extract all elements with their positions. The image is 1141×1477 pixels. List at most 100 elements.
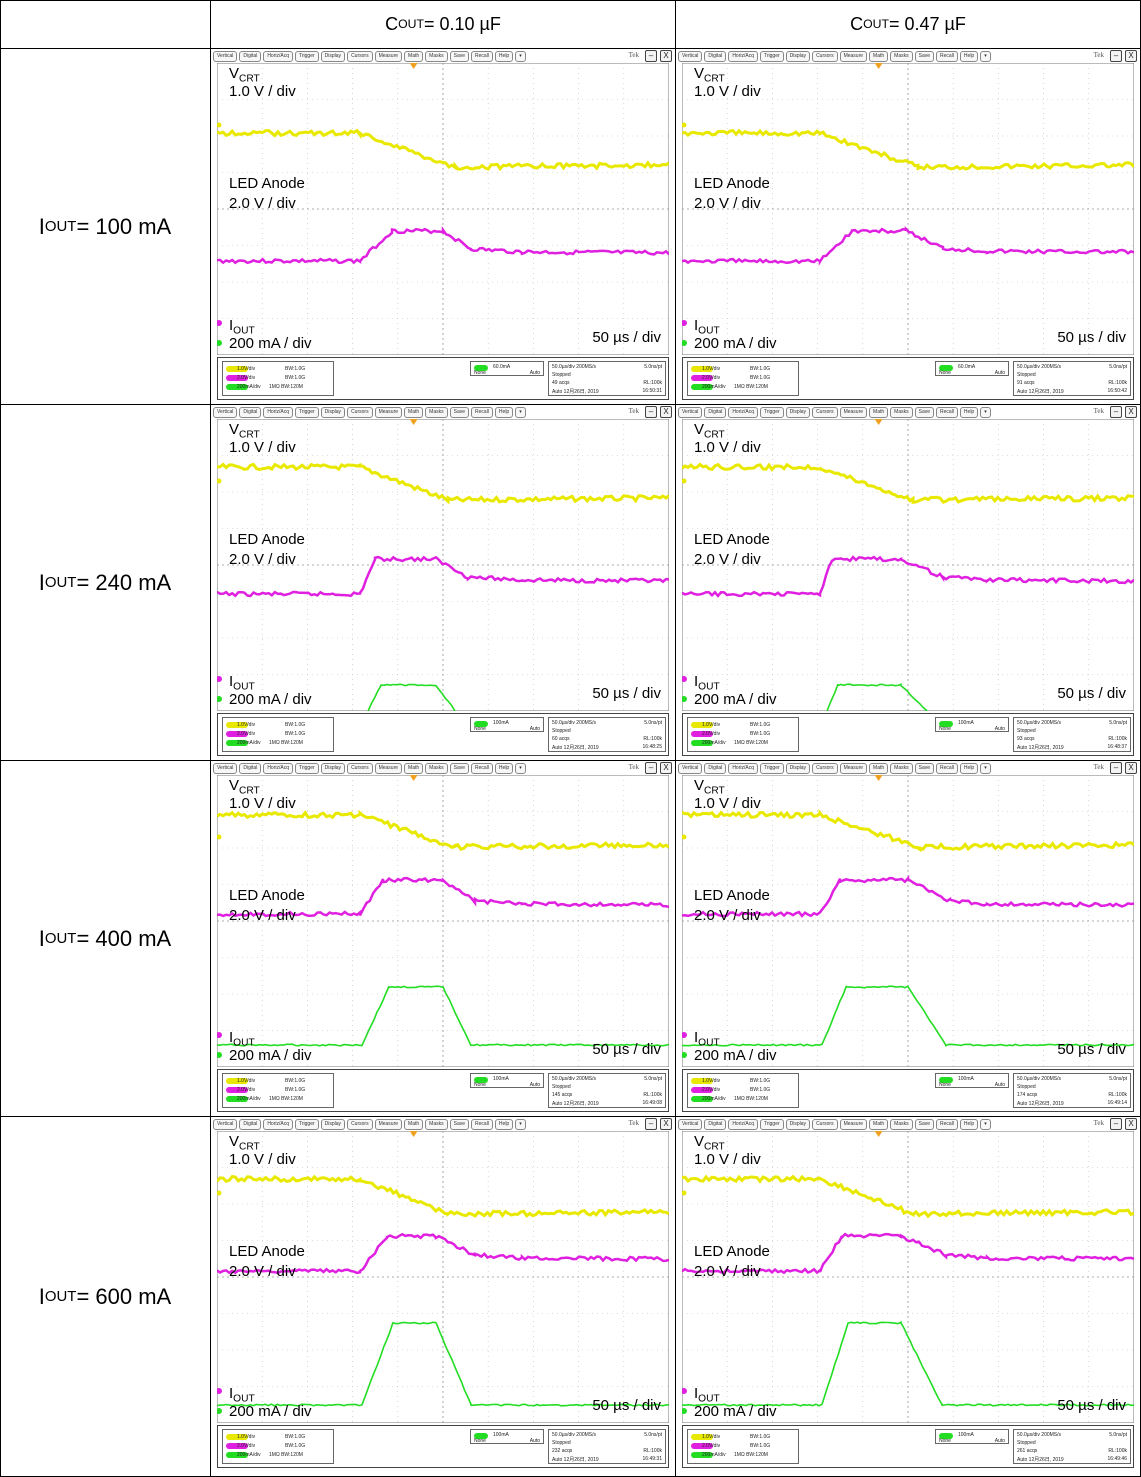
minimize-button[interactable]: – bbox=[645, 406, 657, 418]
scope-menu-item[interactable]: Recall bbox=[936, 50, 958, 62]
ch1-badge[interactable] bbox=[691, 1434, 713, 1440]
trigger-source-badge[interactable] bbox=[474, 1077, 488, 1083]
scope-menu-item[interactable]: Math bbox=[404, 50, 424, 62]
scope-menu-item[interactable]: Trigger bbox=[760, 1118, 784, 1130]
scope-menu-item[interactable]: Masks bbox=[425, 406, 448, 418]
close-button[interactable]: X bbox=[1125, 50, 1137, 62]
scope-menu-item[interactable]: Trigger bbox=[295, 762, 319, 774]
minimize-button[interactable]: – bbox=[645, 1118, 657, 1130]
scope-menu-item[interactable]: Display bbox=[785, 50, 811, 62]
scope-menu-item[interactable]: Help bbox=[959, 762, 979, 774]
scope-menu-item[interactable]: Vertical bbox=[678, 1118, 703, 1130]
scope-menu-item[interactable]: Math bbox=[869, 762, 889, 774]
scope-menu-item[interactable]: Horiz/Acq bbox=[263, 762, 293, 774]
scope-menu-item[interactable]: Save bbox=[449, 1118, 470, 1130]
ch2-badge[interactable] bbox=[691, 375, 713, 381]
scope-menu-item[interactable]: Digital bbox=[239, 50, 262, 62]
ch2-badge[interactable] bbox=[691, 731, 713, 737]
scope-menu-item[interactable]: Recall bbox=[471, 1118, 493, 1130]
scope-menu-item[interactable]: Vertical bbox=[678, 406, 703, 418]
scope-menu-item[interactable]: Cursors bbox=[347, 1118, 373, 1130]
scope-menu-item[interactable]: Recall bbox=[471, 50, 493, 62]
close-button[interactable]: X bbox=[1125, 406, 1137, 418]
scope-menu-item[interactable]: Measure bbox=[839, 762, 868, 774]
scope-menu-item[interactable]: Help bbox=[494, 1118, 514, 1130]
ch1-badge[interactable] bbox=[226, 366, 248, 372]
scope-menu-item[interactable]: Math bbox=[869, 50, 889, 62]
scope-menu-item[interactable]: Digital bbox=[239, 406, 262, 418]
scope-menu-item[interactable]: Measure bbox=[374, 50, 403, 62]
scope-menu-item[interactable]: Help bbox=[494, 762, 514, 774]
ch3-badge[interactable] bbox=[226, 1096, 248, 1102]
scope-menu-item[interactable]: Digital bbox=[704, 406, 727, 418]
scope-menu-item[interactable]: Help bbox=[959, 406, 979, 418]
scope-menu-item[interactable]: Help bbox=[959, 1118, 979, 1130]
ch2-badge[interactable] bbox=[226, 731, 248, 737]
scope-menu-item[interactable]: Recall bbox=[936, 406, 958, 418]
scope-menu-item[interactable]: Recall bbox=[936, 762, 958, 774]
ch1-badge[interactable] bbox=[691, 722, 713, 728]
trigger-source-badge[interactable] bbox=[939, 721, 953, 727]
scope-menu-item[interactable]: Horiz/Acq bbox=[728, 406, 758, 418]
scope-menu-item[interactable]: ▾ bbox=[980, 1118, 991, 1130]
close-button[interactable]: X bbox=[1125, 1118, 1137, 1130]
scope-menu-item[interactable]: Masks bbox=[890, 406, 913, 418]
scope-menu-item[interactable]: Save bbox=[914, 406, 935, 418]
scope-menu-item[interactable]: Cursors bbox=[347, 50, 373, 62]
scope-menu-item[interactable]: Save bbox=[449, 762, 470, 774]
close-button[interactable]: X bbox=[1125, 762, 1137, 774]
ch1-badge[interactable] bbox=[226, 1078, 248, 1084]
scope-menu-item[interactable]: Cursors bbox=[812, 1118, 838, 1130]
ch1-badge[interactable] bbox=[691, 366, 713, 372]
ch3-badge[interactable] bbox=[691, 384, 713, 390]
scope-menu-item[interactable]: Display bbox=[785, 406, 811, 418]
minimize-button[interactable]: – bbox=[1110, 406, 1122, 418]
ch1-badge[interactable] bbox=[226, 1434, 248, 1440]
scope-menu-item[interactable]: ▾ bbox=[980, 50, 991, 62]
scope-menu-item[interactable]: Trigger bbox=[760, 50, 784, 62]
minimize-button[interactable]: – bbox=[645, 50, 657, 62]
scope-menu-item[interactable]: Digital bbox=[704, 50, 727, 62]
scope-menu-item[interactable]: Masks bbox=[425, 762, 448, 774]
scope-menu-item[interactable]: Help bbox=[494, 406, 514, 418]
scope-menu-item[interactable]: Digital bbox=[704, 1118, 727, 1130]
scope-menu-item[interactable]: Masks bbox=[425, 50, 448, 62]
scope-menu-item[interactable]: Measure bbox=[374, 1118, 403, 1130]
scope-menu-item[interactable]: Display bbox=[320, 406, 346, 418]
ch2-badge[interactable] bbox=[691, 1443, 713, 1449]
ch3-badge[interactable] bbox=[226, 1452, 248, 1458]
scope-menu-item[interactable]: Cursors bbox=[812, 50, 838, 62]
trigger-source-badge[interactable] bbox=[474, 1433, 488, 1439]
scope-menu-item[interactable]: Masks bbox=[890, 1118, 913, 1130]
scope-menu-item[interactable]: Horiz/Acq bbox=[728, 1118, 758, 1130]
scope-menu-item[interactable]: Save bbox=[914, 1118, 935, 1130]
scope-menu-item[interactable]: Math bbox=[404, 406, 424, 418]
minimize-button[interactable]: – bbox=[1110, 1118, 1122, 1130]
ch3-badge[interactable] bbox=[691, 1096, 713, 1102]
scope-menu-item[interactable]: Measure bbox=[839, 406, 868, 418]
scope-menu-item[interactable]: Measure bbox=[839, 50, 868, 62]
scope-menu-item[interactable]: Cursors bbox=[812, 406, 838, 418]
scope-menu-item[interactable]: Vertical bbox=[678, 50, 703, 62]
trigger-source-badge[interactable] bbox=[939, 1077, 953, 1083]
scope-menu-item[interactable]: Masks bbox=[890, 762, 913, 774]
scope-menu-item[interactable]: Trigger bbox=[295, 406, 319, 418]
scope-menu-item[interactable]: Masks bbox=[890, 50, 913, 62]
scope-menu-item[interactable]: ▾ bbox=[515, 1118, 526, 1130]
scope-menu-item[interactable]: Horiz/Acq bbox=[263, 50, 293, 62]
scope-menu-item[interactable]: Vertical bbox=[678, 762, 703, 774]
scope-menu-item[interactable]: Horiz/Acq bbox=[263, 1118, 293, 1130]
scope-menu-item[interactable]: Math bbox=[404, 762, 424, 774]
scope-menu-item[interactable]: Recall bbox=[471, 762, 493, 774]
scope-menu-item[interactable]: ▾ bbox=[980, 762, 991, 774]
close-button[interactable]: X bbox=[660, 762, 672, 774]
scope-menu-item[interactable]: Digital bbox=[704, 762, 727, 774]
scope-menu-item[interactable]: Save bbox=[914, 762, 935, 774]
scope-menu-item[interactable]: Display bbox=[320, 762, 346, 774]
scope-menu-item[interactable]: Cursors bbox=[347, 762, 373, 774]
minimize-button[interactable]: – bbox=[645, 762, 657, 774]
ch3-badge[interactable] bbox=[691, 740, 713, 746]
scope-menu-item[interactable]: Display bbox=[785, 1118, 811, 1130]
close-button[interactable]: X bbox=[660, 1118, 672, 1130]
minimize-button[interactable]: – bbox=[1110, 50, 1122, 62]
